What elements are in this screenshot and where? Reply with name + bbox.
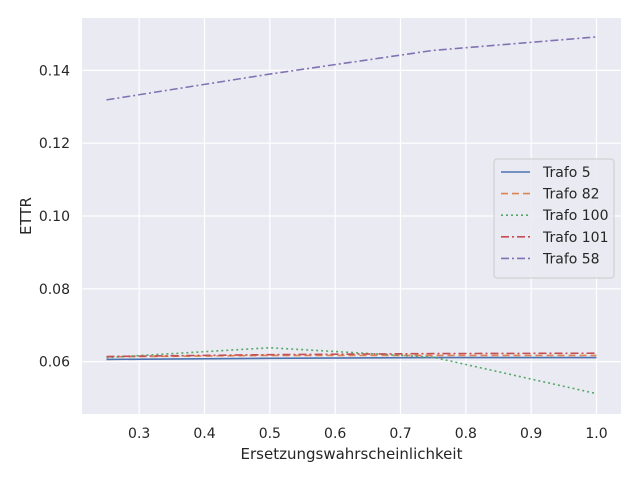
y-tick-label: 0.10 — [39, 209, 70, 225]
x-tick-label: 0.8 — [455, 426, 477, 442]
x-tick-label: 0.9 — [520, 426, 542, 442]
series-lines — [106, 36, 597, 395]
y-tick-label: 0.06 — [39, 355, 70, 371]
series-line-trafo-101 — [106, 352, 597, 358]
legend-box — [493, 158, 615, 279]
series-line-trafo-5 — [106, 356, 597, 361]
x-tick-label: 0.6 — [324, 426, 346, 442]
legend-label: Trafo 101 — [542, 230, 609, 246]
series-line-trafo-100 — [106, 346, 597, 395]
legend-label: Trafo 100 — [542, 208, 609, 224]
y-tick-labels: 0.06 0.08 0.10 0.12 0.14 — [39, 63, 70, 370]
x-tick-label: 1.0 — [585, 426, 607, 442]
y-tick-label: 0.08 — [39, 282, 70, 298]
x-tick-label: 0.4 — [193, 426, 215, 442]
x-axis-label: Ersetzungswahrscheinlichkeit — [241, 445, 463, 463]
x-tick-labels: 0.3 0.4 0.5 0.6 0.7 0.8 0.9 1.0 — [128, 426, 608, 442]
y-tick-label: 0.12 — [39, 136, 70, 152]
legend-label: Trafo 58 — [542, 251, 600, 267]
legend-label: Trafo 82 — [542, 187, 600, 203]
y-axis-label: ETTR — [17, 197, 35, 235]
series-line-trafo-58 — [106, 36, 597, 101]
legend-label: Trafo 5 — [542, 165, 591, 181]
x-tick-label: 0.3 — [128, 426, 150, 442]
y-tick-label: 0.14 — [39, 63, 70, 79]
legend: Trafo 5 Trafo 82 Trafo 100 Trafo 101 Trafo 5… — [493, 158, 615, 279]
x-tick-label: 0.5 — [259, 426, 281, 442]
x-tick-label: 0.7 — [389, 426, 411, 442]
